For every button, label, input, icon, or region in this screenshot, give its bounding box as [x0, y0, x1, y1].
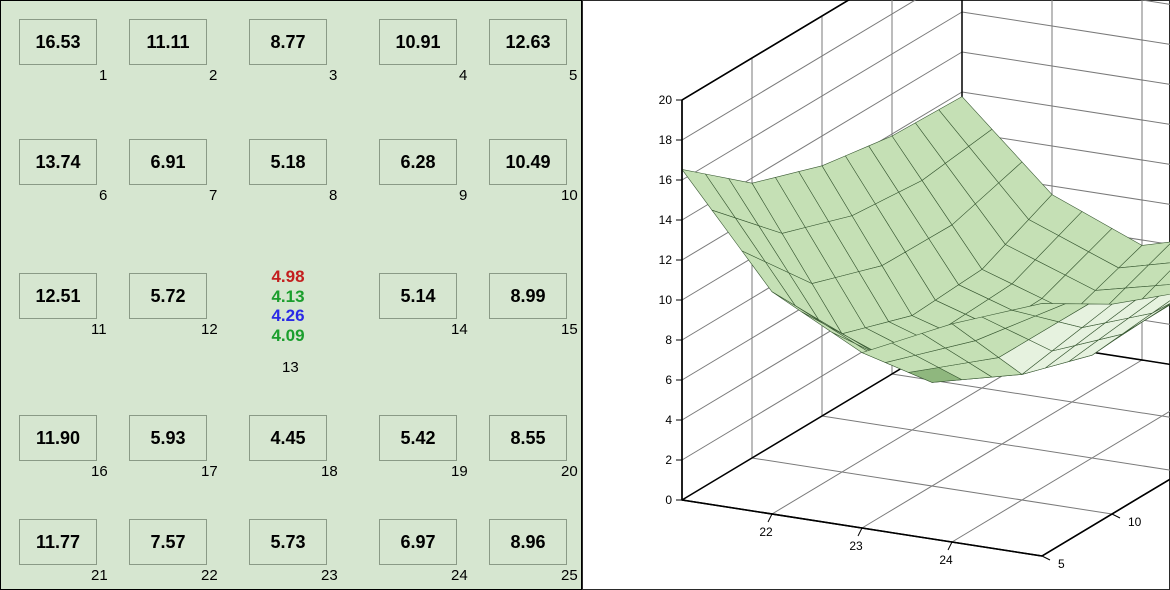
z-tick-label: 4: [665, 413, 672, 427]
grid-cell: 5.4219: [379, 415, 457, 461]
grid-cell-value: 10.49: [489, 139, 567, 185]
value-grid-panel: 16.53111.1128.77310.91412.63513.7466.917…: [0, 0, 582, 590]
x-tick-label: 22: [759, 525, 773, 539]
x-tick-label: 23: [849, 539, 863, 553]
grid-cell-value: 12.63: [489, 19, 567, 65]
grid-cell-value: 4.45: [249, 415, 327, 461]
grid-cell-value: 6.28: [379, 139, 457, 185]
z-tick-label: 6: [665, 373, 672, 387]
grid-cell-index: 7: [209, 187, 217, 204]
grid-cell-value: 11.77: [19, 519, 97, 565]
grid-cell: 5.188: [249, 139, 327, 185]
grid-cell-index: 6: [99, 187, 107, 204]
z-tick-label: 10: [659, 293, 673, 307]
grid-cell-value: 5.73: [249, 519, 327, 565]
z-tick-label: 12: [659, 253, 673, 267]
grid-cell-index: 18: [321, 463, 338, 480]
x-tick-label: 24: [939, 553, 953, 567]
grid-cell: 8.9915: [489, 273, 567, 319]
grid-cell: 13.746: [19, 139, 97, 185]
grid-cell: 11.9016: [19, 415, 97, 461]
y-tick-label: 5: [1058, 557, 1065, 571]
z-tick-label: 8: [665, 333, 672, 347]
grid-cell: 5.7323: [249, 519, 327, 565]
z-tick-label: 18: [659, 133, 673, 147]
grid-cell: 8.773: [249, 19, 327, 65]
grid-cell-index: 17: [201, 463, 218, 480]
grid-cell-value: 8.99: [489, 273, 567, 319]
grid-cell-index: 9: [459, 187, 467, 204]
grid-cell: 5.9317: [129, 415, 207, 461]
grid-cell: 4.4518: [249, 415, 327, 461]
grid-cell-index: 22: [201, 567, 218, 584]
grid-cell: 8.5520: [489, 415, 567, 461]
grid-cell-value: 5.14: [379, 273, 457, 319]
value-grid: 16.53111.1128.77310.91412.63513.7466.917…: [1, 1, 581, 589]
special-value: 4.13: [271, 287, 304, 307]
grid-cell-index: 8: [329, 187, 337, 204]
surface-chart: 02468101214161820222324510152025: [582, 0, 1170, 590]
y-tick-label: 10: [1128, 515, 1142, 529]
grid-cell: 10.4910: [489, 139, 567, 185]
grid-cell-index: 2: [209, 67, 217, 84]
grid-cell-index: 4: [459, 67, 467, 84]
grid-cell-value: 6.97: [379, 519, 457, 565]
z-tick-label: 20: [659, 93, 673, 107]
grid-cell: 6.289: [379, 139, 457, 185]
grid-cell: 7.5722: [129, 519, 207, 565]
grid-cell-index: 21: [91, 567, 108, 584]
grid-cell-index: 20: [561, 463, 578, 480]
z-tick-label: 16: [659, 173, 673, 187]
grid-cell-index: 12: [201, 321, 218, 338]
grid-cell-value: 11.90: [19, 415, 97, 461]
grid-cell-index: 5: [569, 67, 577, 84]
grid-cell-value: 8.96: [489, 519, 567, 565]
grid-cell-value: 5.42: [379, 415, 457, 461]
grid-cell: 8.9625: [489, 519, 567, 565]
grid-cell: 6.917: [129, 139, 207, 185]
grid-cell-value: 8.77: [249, 19, 327, 65]
grid-cell-value: 8.55: [489, 415, 567, 461]
grid-cell-value: 16.53: [19, 19, 97, 65]
special-value: 4.98: [271, 267, 304, 287]
grid-cell-index: 16: [91, 463, 108, 480]
grid-cell: 12.5111: [19, 273, 97, 319]
grid-cell: 16.531: [19, 19, 97, 65]
grid-cell: 12.635: [489, 19, 567, 65]
grid-cell-value: 5.18: [249, 139, 327, 185]
grid-cell-value: 12.51: [19, 273, 97, 319]
grid-cell-index: 24: [451, 567, 468, 584]
grid-cell-index: 25: [561, 567, 578, 584]
grid-cell: 10.914: [379, 19, 457, 65]
grid-cell-value: 5.72: [129, 273, 207, 319]
grid-cell-index: 3: [329, 67, 337, 84]
special-value: 4.09: [271, 326, 304, 346]
grid-cell-index: 15: [561, 321, 578, 338]
grid-cell-value: 13.74: [19, 139, 97, 185]
z-tick-label: 2: [665, 453, 672, 467]
grid-cell-value: 5.93: [129, 415, 207, 461]
grid-cell: 6.9724: [379, 519, 457, 565]
grid-cell: 5.1414: [379, 273, 457, 319]
surface-chart-panel: 02468101214161820222324510152025: [582, 0, 1170, 590]
grid-cell-value: 10.91: [379, 19, 457, 65]
grid-cell: 11.7721: [19, 519, 97, 565]
grid-cell-index: 1: [99, 67, 107, 84]
grid-cell-index: 19: [451, 463, 468, 480]
z-tick-label: 14: [659, 213, 673, 227]
grid-cell-value: 11.11: [129, 19, 207, 65]
grid-cell-index: 14: [451, 321, 468, 338]
grid-cell-value: 6.91: [129, 139, 207, 185]
grid-cell-index: 23: [321, 567, 338, 584]
grid-cell-value: 7.57: [129, 519, 207, 565]
grid-cell-index: 10: [561, 187, 578, 204]
grid-cell: 11.112: [129, 19, 207, 65]
special-value: 4.26: [271, 306, 304, 326]
z-tick-label: 0: [665, 493, 672, 507]
grid-cell-index: 11: [91, 321, 107, 338]
grid-cell-index: 13: [282, 359, 299, 376]
grid-cell: 5.7212: [129, 273, 207, 319]
grid-cell-special: 4.984.134.264.09: [258, 267, 318, 345]
